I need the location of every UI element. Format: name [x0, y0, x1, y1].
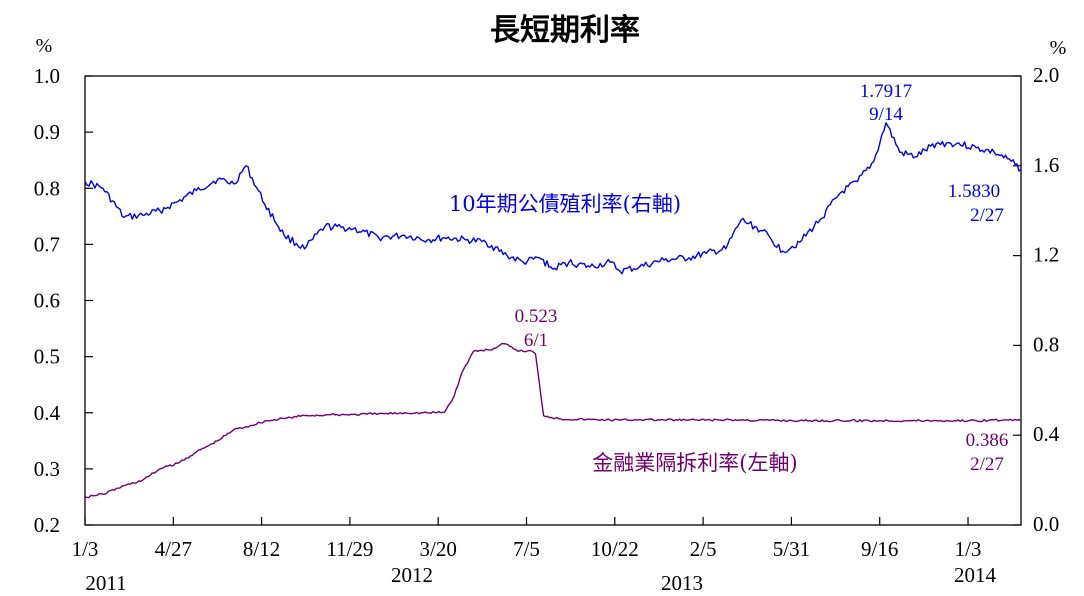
left-axis: 1.0 0.9 0.8 0.7 0.6 0.5 0.4 0.3 0.2 [34, 64, 93, 537]
year-labels: 2011 2012 2013 2014 [85, 563, 996, 595]
left-tick-label: 1.0 [34, 64, 60, 88]
x-tick-label: 5/31 [773, 537, 810, 561]
right-axis: 2.0 1.6 1.2 0.8 0.4 0.0 [1013, 63, 1060, 536]
right-tick-label: 2.0 [1033, 63, 1059, 87]
x-tick-label: 11/29 [326, 537, 373, 561]
right-tick-label: 0.0 [1033, 512, 1059, 536]
interbank-peak-date: 6/1 [524, 330, 548, 351]
bond-yield-series-label: 10年期公債殖利率(右軸) [449, 192, 681, 216]
bond-peak-value: 1.7917 [860, 81, 912, 102]
year-label: 2014 [954, 563, 997, 587]
x-tick-label: 1/3 [955, 537, 982, 561]
interbank-last-value: 0.386 [966, 430, 1009, 451]
left-tick-label: 0.8 [34, 176, 60, 200]
bond-last-value: 1.5830 [948, 181, 1000, 202]
right-axis-unit: % [1050, 37, 1067, 59]
left-tick-label: 0.2 [34, 513, 60, 537]
x-tick-label: 1/3 [72, 537, 99, 561]
bond-yield-line [84, 122, 1022, 275]
right-tick-label: 1.6 [1033, 153, 1059, 177]
chart-title: 長短期利率 [490, 13, 640, 48]
year-label: 2011 [85, 571, 126, 595]
left-tick-label: 0.7 [34, 232, 60, 256]
left-tick-label: 0.4 [34, 401, 61, 425]
interbank-peak-value: 0.523 [515, 306, 558, 327]
interbank-last-date: 2/27 [970, 454, 1004, 475]
right-tick-label: 0.8 [1033, 332, 1059, 356]
interbank-rate-series-label: 金融業隔拆利率(左軸) [592, 451, 797, 475]
interbank-rate-line [84, 342, 1022, 499]
x-tick-label: 2/5 [690, 537, 717, 561]
x-tick-label: 4/27 [155, 537, 192, 561]
year-label: 2012 [391, 563, 433, 587]
left-tick-label: 0.9 [34, 120, 60, 144]
bond-peak-date: 9/14 [869, 104, 903, 125]
x-tick-label: 7/5 [513, 537, 540, 561]
plot-frame [84, 75, 1022, 526]
left-tick-label: 0.3 [34, 457, 60, 481]
left-tick-label: 0.5 [34, 345, 60, 369]
x-tick-label: 10/22 [591, 537, 639, 561]
x-tick-label: 9/16 [861, 537, 898, 561]
left-tick-label: 0.6 [34, 289, 60, 313]
right-tick-label: 1.2 [1033, 243, 1059, 267]
left-axis-unit: % [36, 35, 53, 57]
year-label: 2013 [661, 571, 703, 595]
x-tick-label: 8/12 [243, 537, 280, 561]
x-tick-label: 3/20 [420, 537, 457, 561]
right-tick-label: 0.4 [1033, 422, 1060, 446]
bond-last-date: 2/27 [970, 205, 1004, 226]
x-axis: 1/3 4/27 8/12 11/29 3/20 7/5 10/22 2/5 5/31 9/16 1… [72, 517, 982, 561]
